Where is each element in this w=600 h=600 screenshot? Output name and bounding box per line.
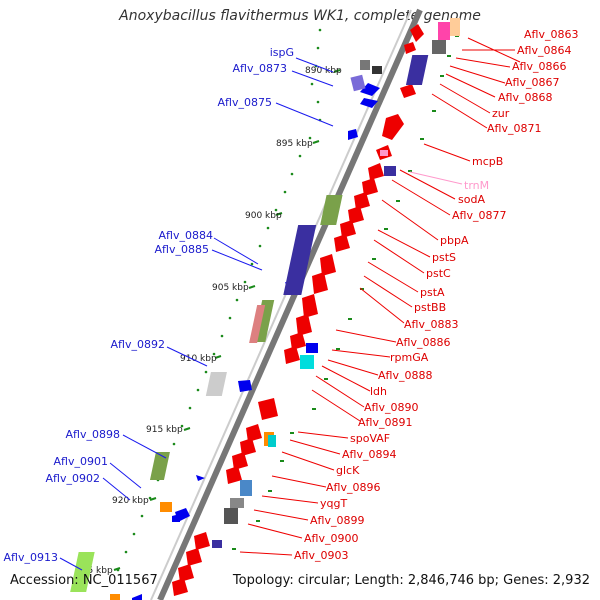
gene-block [350,75,365,91]
gene-label-right: Aflv_0877 [452,209,506,222]
gene-label-right: rpmGA [390,351,429,364]
accession-label: Accession: NC_011567 [10,573,158,588]
trna-leader [410,172,462,184]
left-leaders [60,58,333,570]
gene-label-right: ldh [370,385,387,398]
gene-label-right: Aflv_0896 [326,481,380,494]
gene-label-right: pstC [426,267,451,280]
gene-label-right: mcpB [472,155,503,168]
gene-label-right: Aflv_0899 [310,514,364,527]
gene-label-right: Aflv_0863 [524,28,578,41]
genome-map: 890 kbp 895 kbp 900 kbp 905 kbp 910 kbp … [0,0,600,600]
right-leaders [240,38,520,555]
gene-label-right: Aflv_0903 [294,549,348,562]
gene-label-left: Aflv_0902 [46,472,100,485]
tick-label: 905 kbp [212,283,249,293]
gene-label-right: Aflv_0890 [364,401,418,414]
forward-genes [172,24,424,596]
gene-label-right: Aflv_0888 [378,369,432,382]
gene-label-right: sodA [458,193,485,206]
gene-label-left: Aflv_0873 [233,62,287,75]
gene-label-right: Aflv_0883 [404,318,458,331]
tick-label: 915 kbp [146,425,183,435]
gene-label-left: ispG [270,46,294,59]
gene-label-right: Aflv_0886 [396,336,450,349]
tick-label: 890 kbp [305,66,342,76]
gene-label-right: spoVAF [350,432,390,445]
gene-label-right: glcK [336,464,360,477]
genome-backbone-highlight [151,10,411,600]
gene-label-right: pbpA [440,234,469,247]
gene-label-right: trnM [464,179,489,192]
gene-label-right: Aflv_0868 [498,91,552,104]
gene-label-left: Aflv_0913 [4,551,58,564]
gene-label-right: Aflv_0867 [505,76,559,89]
gene-label-left: Aflv_0892 [111,338,165,351]
gene-label-right: zur [492,107,510,120]
gene-block [160,502,172,512]
gene-block [360,60,370,70]
gene-label-right: pstBB [414,301,446,314]
gene-label-right: pstA [420,286,445,299]
tick-label: 895 kbp [276,139,313,149]
gene-label-left: Aflv_0885 [155,243,209,256]
gene-label-right: pstS [432,251,456,264]
tick-label: 920 kbp [112,496,149,506]
gene-label-left: Aflv_0875 [218,96,272,109]
gene-label-right: Aflv_0900 [304,532,358,545]
gene-label-left: Aflv_0884 [159,229,213,242]
gene-label-right: Aflv_0866 [512,60,566,73]
topology-label: Topology: circular; Length: 2,846,746 bp… [233,573,590,588]
gene-block [110,594,120,600]
tick-label: 900 kbp [245,211,282,221]
gene-label-right: Aflv_0871 [487,122,541,135]
gene-label-right: yqgT [320,497,347,510]
gene-label-right: Aflv_0894 [342,448,396,461]
gene-label-right: Aflv_0864 [517,44,571,57]
gene-label-left: Aflv_0898 [66,428,120,441]
gene-label-right: Aflv_0891 [358,416,412,429]
gene-block [372,66,382,74]
gene-label-left: Aflv_0901 [54,455,108,468]
